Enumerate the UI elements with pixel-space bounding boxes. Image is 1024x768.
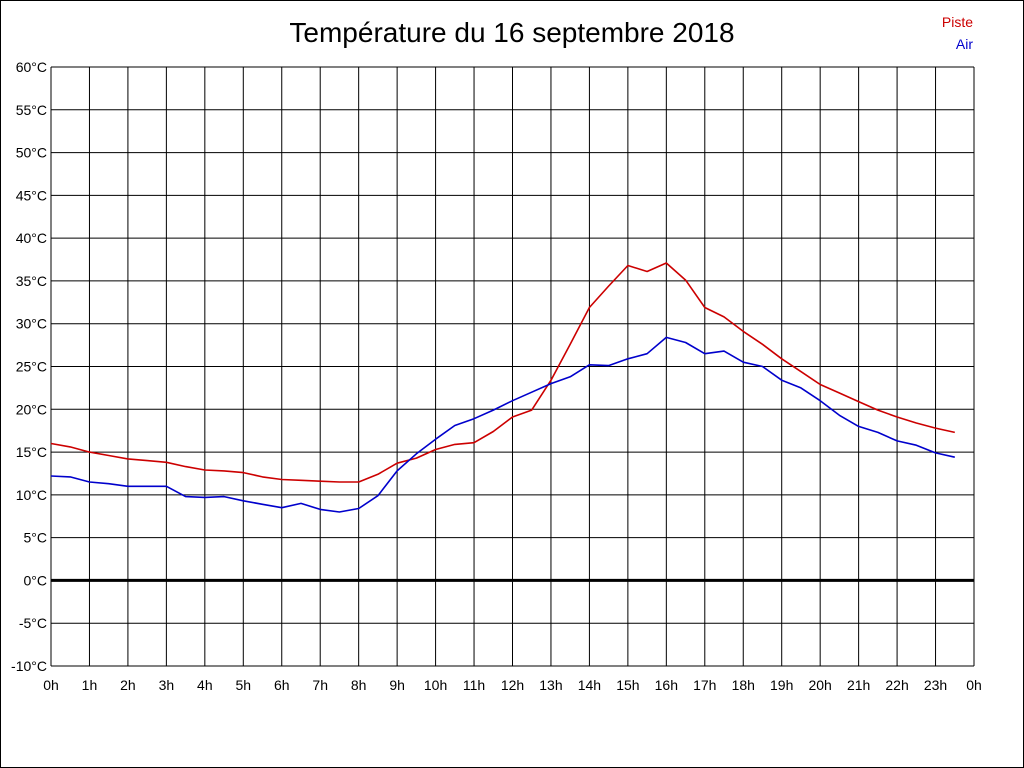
y-tick-label: 40°C xyxy=(16,230,47,246)
y-tick-label: -5°C xyxy=(19,615,47,631)
y-tick-label: 45°C xyxy=(16,187,47,203)
x-tick-label: 16h xyxy=(655,677,678,693)
x-tick-label: 0h xyxy=(43,677,59,693)
y-tick-label: 55°C xyxy=(16,102,47,118)
y-tick-label: 15°C xyxy=(16,444,47,460)
y-tick-label: 30°C xyxy=(16,316,47,332)
y-tick-label: 5°C xyxy=(24,530,48,546)
x-tick-label: 11h xyxy=(463,677,485,693)
legend-entry-piste: Piste xyxy=(941,14,973,30)
x-tick-label: 7h xyxy=(312,677,328,693)
chart-title: Température du 16 septembre 2018 xyxy=(289,17,735,48)
x-tick-label: 0h xyxy=(966,677,982,693)
x-tick-label: 5h xyxy=(236,677,252,693)
y-tick-label: 20°C xyxy=(16,401,47,417)
x-tick-label: 12h xyxy=(501,677,524,693)
x-tick-label: 23h xyxy=(924,677,947,693)
series-line-piste xyxy=(50,262,955,483)
x-tick-label: 21h xyxy=(847,677,870,693)
x-tick-label: 10h xyxy=(424,677,447,693)
x-tick-label: 1h xyxy=(82,677,98,693)
y-tick-label: -10°C xyxy=(11,658,47,674)
x-tick-label: 13h xyxy=(539,677,562,693)
y-tick-label: 50°C xyxy=(16,145,47,161)
x-tick-label: 15h xyxy=(616,677,639,693)
x-tick-label: 8h xyxy=(351,677,367,693)
x-tick-label: 9h xyxy=(389,677,405,693)
x-tick-label: 17h xyxy=(693,677,716,693)
x-tick-label: 19h xyxy=(770,677,793,693)
x-tick-label: 18h xyxy=(732,677,755,693)
y-tick-label: 60°C xyxy=(16,59,47,75)
y-tick-label: 35°C xyxy=(16,273,47,289)
series-line-air xyxy=(50,336,955,513)
x-tick-label: 2h xyxy=(120,677,136,693)
x-tick-label: 14h xyxy=(578,677,601,693)
x-tick-label: 3h xyxy=(159,677,175,693)
y-tick-label: 0°C xyxy=(24,572,48,588)
x-tick-label: 20h xyxy=(808,677,831,693)
y-tick-label: 10°C xyxy=(16,487,47,503)
legend-entry-air: Air xyxy=(955,36,973,52)
y-tick-label: 25°C xyxy=(16,359,47,375)
x-tick-label: 6h xyxy=(274,677,290,693)
x-tick-label: 4h xyxy=(197,677,213,693)
x-tick-label: 22h xyxy=(885,677,908,693)
